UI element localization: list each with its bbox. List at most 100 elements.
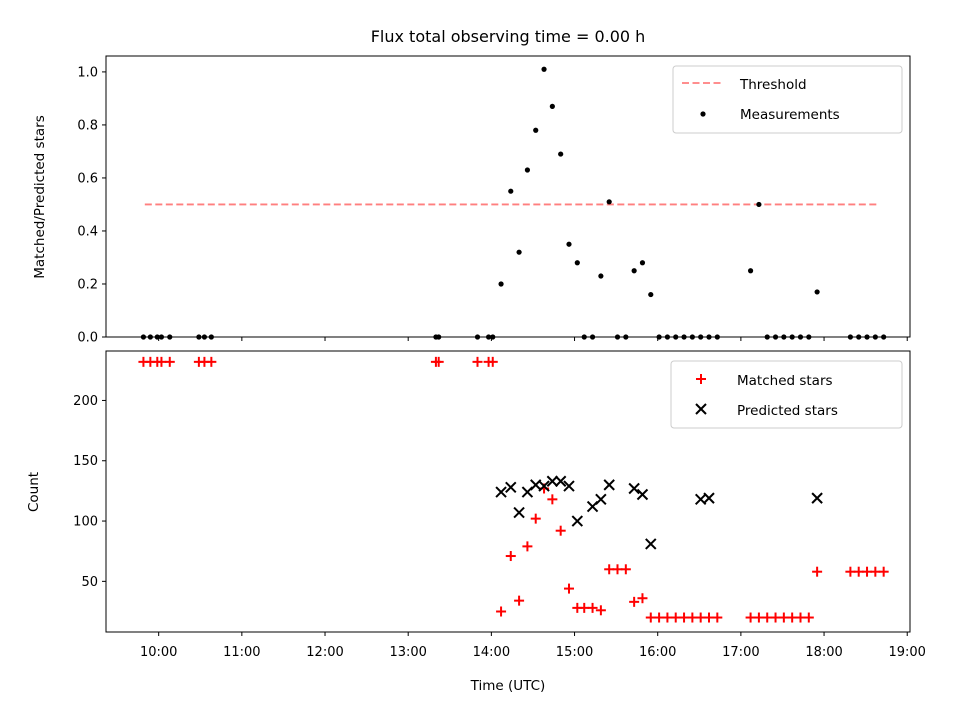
matched-star-point (530, 513, 541, 524)
top-x-axis-ticks (158, 337, 908, 341)
legend-predicted-swatch (695, 403, 707, 415)
predicted-star-point (495, 486, 507, 498)
bottom-y-axis-label: Count (26, 472, 42, 512)
matched-star-point (514, 595, 525, 606)
matched-star-point (547, 494, 558, 505)
legend-matched-swatch (696, 374, 706, 384)
matched-star-point (803, 612, 814, 623)
measurement-point (639, 260, 646, 266)
bottom-x-tick-label: 17:00 (722, 645, 759, 660)
predicted-star-point (513, 506, 525, 519)
predicted-star-point (811, 492, 823, 504)
predicted-star-point (505, 481, 517, 493)
bottom-x-tick-label: 10:00 (140, 645, 177, 660)
top-y-tick-label: 0.2 (77, 277, 98, 292)
top-y-tick-label: 0.6 (77, 171, 98, 186)
predicted-star-point (595, 493, 607, 506)
bottom-axes-frame (105, 350, 911, 633)
measurement-point (631, 268, 637, 274)
measurement-point (533, 127, 539, 133)
predicted-star-point (571, 515, 584, 527)
matched-star-point (637, 593, 648, 604)
bottom-x-tick-label: 16:00 (639, 645, 676, 660)
top-legend-box (672, 65, 903, 134)
top-legend: Threshold Measurements (672, 65, 903, 134)
top-y-tick-label: 0.8 (77, 118, 98, 133)
measurement-point (498, 281, 504, 287)
predicted-star-point (703, 492, 715, 504)
measurement-point (814, 289, 820, 295)
measurement-point (566, 241, 572, 247)
top-y-tick-label: 0.0 (77, 331, 98, 346)
predicted-star-point (546, 475, 559, 487)
measurement-point (558, 151, 564, 157)
bottom-y-axis: 50 100 150 200 (73, 394, 106, 590)
measurement-point (549, 103, 555, 109)
bottom-x-tick-label: 12:00 (306, 645, 343, 660)
top-chart-title: Flux total observing time = 0.00 h (371, 27, 646, 46)
measurement-point (606, 199, 612, 205)
top-y-tick-label: 1.0 (77, 65, 98, 80)
legend-measurements-label: Measurements (740, 107, 840, 123)
matched-star-point (505, 551, 516, 562)
bottom-x-axis-label: Time (UTC) (470, 678, 546, 694)
matched-star-point (164, 356, 175, 367)
top-axes-frame (105, 55, 911, 338)
matched-star-point (496, 606, 507, 617)
matched-star-point (487, 356, 498, 367)
measurement-point (756, 201, 762, 208)
matched-star-point (472, 356, 483, 367)
matched-star-point (712, 612, 723, 623)
matched-star-point (878, 566, 889, 577)
bottom-y-tick-label: 150 (73, 454, 98, 469)
measurement-point (508, 188, 514, 194)
bottom-x-tick-label: 13:00 (389, 645, 426, 660)
measurement-point (747, 268, 754, 274)
bottom-y-tick-label: 50 (81, 575, 98, 590)
matched-star-point (812, 566, 823, 577)
bottom-x-tick-label: 18:00 (805, 645, 842, 660)
bottom-x-tick-label: 11:00 (223, 645, 260, 660)
matched-star-point (555, 525, 566, 536)
legend-threshold-label: Threshold (739, 77, 807, 93)
bottom-y-tick-label: 200 (73, 394, 98, 409)
bottom-x-tick-label: 14:00 (473, 645, 510, 660)
predicted-star-point (603, 479, 615, 491)
bottom-panel: 50 100 150 200 10:00 11:00 12:00 13:00 14:00 15:… (26, 350, 926, 694)
legend-matched-label: Matched stars (737, 373, 833, 389)
matched-star-point (522, 541, 533, 552)
bottom-legend: Matched stars Predicted stars (670, 360, 903, 429)
bottom-x-axis: 10:00 11:00 12:00 13:00 14:00 15:00 16:00 17:00… (140, 632, 926, 660)
matched-star-point (433, 356, 444, 367)
measurement-point (574, 260, 580, 266)
matched-star-point (587, 602, 598, 613)
bottom-y-tick-label: 100 (73, 515, 98, 530)
predicted-stars-series (495, 475, 823, 550)
matched-star-point (563, 583, 574, 594)
bottom-x-tick-label: 15:00 (556, 645, 593, 660)
predicted-star-point (554, 475, 567, 487)
top-y-tick-label: 0.4 (77, 224, 98, 239)
matched-star-point (595, 605, 606, 616)
measurement-point (541, 66, 547, 72)
matched-stars-series (138, 356, 889, 623)
measurement-point (648, 291, 654, 298)
top-panel: Flux total observing time = 0.00 h 0.00.… (32, 27, 911, 346)
bottom-x-tick-label: 19:00 (888, 645, 925, 660)
predicted-star-point (538, 480, 550, 492)
matched-star-point (620, 564, 631, 575)
measurement-point (598, 273, 604, 279)
legend-predicted-label: Predicted stars (737, 403, 838, 419)
top-y-axis-label: Matched/Predicted stars (32, 115, 48, 278)
matched-star-point (206, 356, 217, 367)
predicted-star-point (628, 482, 640, 495)
predicted-star-point (636, 488, 649, 501)
measurement-point (516, 249, 522, 255)
predicted-star-point (563, 480, 575, 492)
measurement-point (524, 167, 531, 173)
legend-measurements-swatch (700, 111, 706, 117)
predicted-star-point (645, 538, 657, 550)
top-y-axis: 0.0 0.2 0.4 0.6 0.8 1.0 (77, 65, 106, 346)
matched-star-point (629, 596, 640, 607)
